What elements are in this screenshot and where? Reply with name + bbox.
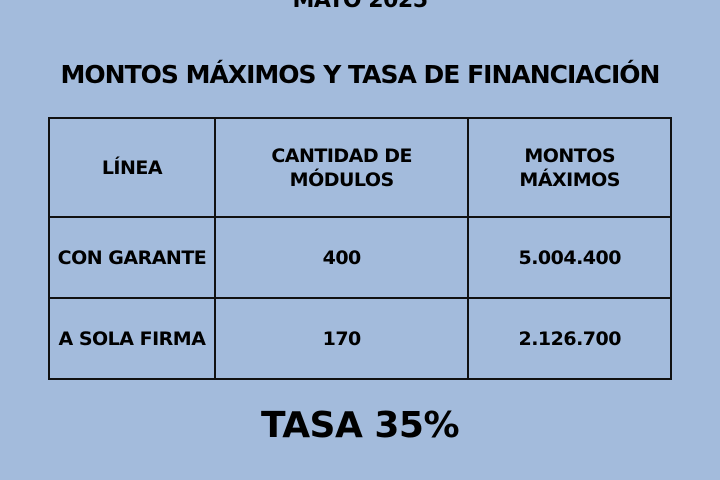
rate-heading: TASA 35% (260, 405, 460, 446)
column-header-linea: LÍNEA (48, 117, 216, 218)
cell-modulos: 170 (213, 297, 470, 380)
cell-linea: CON GARANTE (48, 216, 216, 299)
table-header-row: LÍNEA CANTIDAD DE MÓDULOS MONTOS MÁXIMOS (48, 117, 672, 218)
column-header-modulos: CANTIDAD DE MÓDULOS (213, 117, 470, 218)
month-heading: MAYO 2025 (292, 0, 428, 13)
page-title: MONTOS MÁXIMOS Y TASA DE FINANCIACIÓN (60, 60, 661, 89)
amounts-table: LÍNEA CANTIDAD DE MÓDULOS MONTOS MÁXIMOS… (48, 117, 672, 380)
column-header-montos: MONTOS MÁXIMOS (467, 117, 672, 218)
table-row: CON GARANTE 400 5.004.400 (48, 216, 672, 299)
cell-modulos: 400 (213, 216, 470, 299)
table-row: A SOLA FIRMA 170 2.126.700 (48, 297, 672, 380)
cell-monto: 5.004.400 (467, 216, 672, 299)
cell-monto: 2.126.700 (467, 297, 672, 380)
cell-linea: A SOLA FIRMA (48, 297, 216, 380)
